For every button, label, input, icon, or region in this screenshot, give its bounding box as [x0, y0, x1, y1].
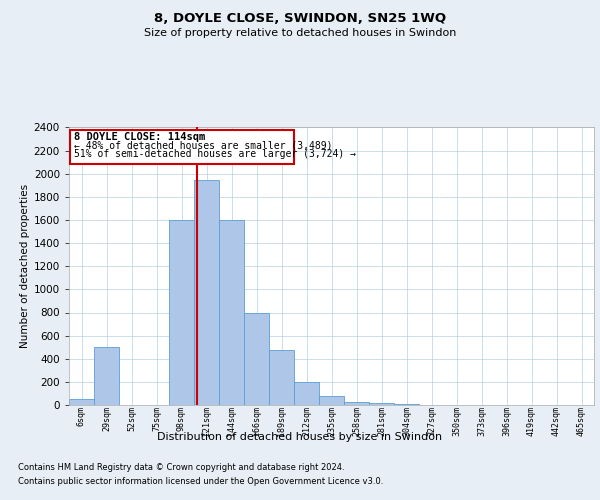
Bar [219, 220, 244, 405]
Text: Contains public sector information licensed under the Open Government Licence v3: Contains public sector information licen… [18, 478, 383, 486]
Text: Distribution of detached houses by size in Swindon: Distribution of detached houses by size … [157, 432, 443, 442]
Bar [70, 130, 294, 164]
Bar [194, 180, 219, 405]
Bar [94, 347, 119, 405]
Text: ← 48% of detached houses are smaller (3,489): ← 48% of detached houses are smaller (3,… [74, 140, 332, 150]
Bar [294, 382, 319, 405]
Bar [69, 399, 94, 405]
Bar [244, 312, 269, 405]
Bar [394, 404, 419, 405]
Text: 8, DOYLE CLOSE, SWINDON, SN25 1WQ: 8, DOYLE CLOSE, SWINDON, SN25 1WQ [154, 12, 446, 26]
Text: Size of property relative to detached houses in Swindon: Size of property relative to detached ho… [144, 28, 456, 38]
Bar [169, 220, 194, 405]
Bar [369, 402, 394, 405]
Text: 8 DOYLE CLOSE: 114sqm: 8 DOYLE CLOSE: 114sqm [74, 132, 205, 142]
Bar [269, 350, 294, 405]
Text: Contains HM Land Registry data © Crown copyright and database right 2024.: Contains HM Land Registry data © Crown c… [18, 462, 344, 471]
Y-axis label: Number of detached properties: Number of detached properties [20, 184, 29, 348]
Bar [319, 396, 344, 405]
Text: 51% of semi-detached houses are larger (3,724) →: 51% of semi-detached houses are larger (… [74, 149, 356, 159]
Bar [344, 402, 369, 405]
